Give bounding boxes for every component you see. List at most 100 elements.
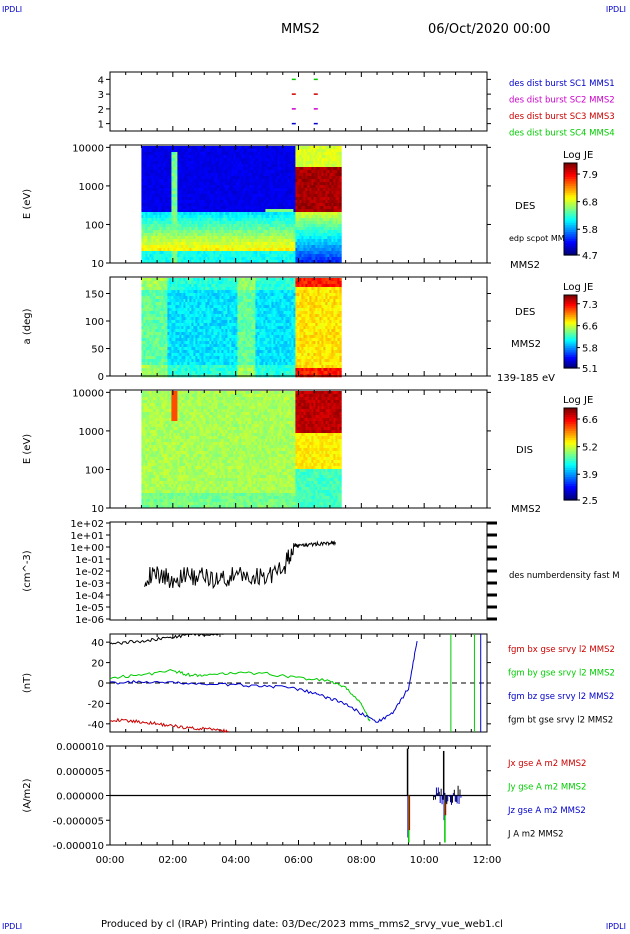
colorbar-1-cell: [564, 227, 577, 231]
panel-4-ytick-label: 1e+01: [70, 531, 104, 542]
colorbar-3-cell: [564, 497, 577, 501]
panel-0-ytick-label: 3: [98, 90, 104, 101]
colorbar-1-cell: [564, 238, 577, 242]
colorbar-2-cell: [564, 331, 577, 334]
colorbar-2-tick-label: 6.6: [582, 322, 598, 333]
colorbar-1-cell: [564, 225, 577, 228]
colorbar-3-tick-label: 2.5: [582, 496, 598, 507]
colorbar-3-cell: [564, 463, 577, 467]
colorbar-2-cell: [564, 364, 577, 367]
fgm-legend-entry: fgm bt gse srvy l2 MMS2: [508, 716, 613, 726]
x-tick-label: 10:00: [410, 855, 439, 866]
burst-legend-entry: des dist burst SC4 MMS4: [509, 129, 615, 139]
burst-legend-entry: des dist burst SC1 MMS1: [509, 79, 615, 89]
colorbar-2-cell: [564, 333, 577, 336]
panel-3-heatmap: [141, 391, 342, 509]
fgm-series-2: [109, 641, 418, 723]
panel-2-heatmap: [141, 278, 342, 378]
panel-6-ytick-label: 0.000010: [56, 742, 104, 753]
colorbar-1-cell: [564, 165, 577, 169]
colorbar-3-cell: [564, 493, 577, 496]
colorbar-1-cell: [564, 186, 577, 189]
colorbar-3-cell: [564, 458, 577, 462]
colorbar-1-cell: [564, 229, 577, 233]
panel-6-ytick-label: -0.000010: [53, 841, 104, 852]
colorbar-3-cell: [564, 424, 577, 427]
x-tick-label: 12:00: [473, 855, 502, 866]
colorbar-1-cell: [564, 209, 577, 212]
colorbar-2-cell: [564, 298, 577, 302]
colorbar-2-cell: [564, 338, 577, 342]
panel-1-side-label2: edp scpot MMS2: [509, 234, 575, 243]
colorbar-3-cell: [564, 474, 577, 478]
colorbar-3-cell: [564, 488, 577, 492]
colorbar-2-cell: [564, 351, 577, 354]
colorbar-3-frame: [563, 407, 578, 501]
panel-1-heatmap: [141, 146, 342, 264]
colorbar-2-cell: [564, 313, 577, 316]
colorbar-1-cell: [564, 197, 577, 201]
colorbar-1-cell: [564, 188, 577, 192]
colorbar-2-cell: [564, 342, 577, 345]
panel-6-ytick-label: -0.000005: [53, 816, 104, 827]
colorbar-2-cell: [564, 362, 577, 365]
burst-legend-entry: des dist burst SC3 MMS3: [509, 112, 615, 122]
panel-2-side-label2: MMS2: [511, 339, 541, 350]
colorbar-2-tick-label: 5.1: [582, 364, 598, 375]
panel-5-ytick-label: -40: [88, 720, 104, 731]
colorbar-1-cell: [564, 183, 577, 187]
colorbar-2-cell: [564, 360, 577, 364]
page-datetime: 06/Oct/2020 00:00: [428, 22, 551, 37]
panel-5-ytick-label: 0: [98, 679, 104, 690]
colorbar-1-tick-label: 4.7: [582, 251, 598, 262]
burst-legend-entry: des dist burst SC2 MMS2: [509, 96, 615, 106]
colorbar-1-cell: [564, 232, 577, 235]
panel-4-ytick-label: 1e-02: [75, 567, 104, 578]
colorbar-3-cell: [564, 465, 577, 469]
fgm-series-3: [109, 633, 225, 645]
colorbar-1-cell: [564, 176, 577, 180]
fgm-legend-entry: fgm bz gse srvy l2 MMS2: [508, 692, 614, 702]
colorbar-2-cell: [564, 318, 577, 322]
colorbar-1-cell: [564, 169, 577, 173]
colorbar-2-cell: [564, 357, 577, 360]
density-legend-entry: des numberdensity fast M: [509, 571, 620, 581]
colorbar-3-cell: [564, 477, 577, 480]
colorbar-1-cell: [564, 195, 577, 199]
panel-4-ytick-label: 1e-06: [75, 615, 104, 626]
colorbar-2-cell: [564, 309, 577, 313]
corner-logo-top-left: IPDLI: [2, 5, 23, 14]
colorbar-1-cell: [564, 181, 577, 185]
colorbar-3-cell: [564, 442, 577, 446]
colorbar-1-cell: [564, 174, 577, 178]
panel-2-side-label: DES: [515, 307, 535, 318]
colorbar-2-cell: [564, 295, 577, 298]
panel-1-ylabel: E (eV): [22, 189, 33, 219]
colorbar-3-cell: [564, 472, 577, 476]
panel-1-bottom-label: MMS2: [510, 260, 540, 271]
colorbar-2-cell: [564, 311, 577, 314]
panel-2-ytick-label: 150: [85, 290, 104, 301]
colorbar-1-frame: [563, 162, 578, 256]
panel-1-side-label: DES: [515, 201, 535, 212]
colorbar-3-cell: [564, 419, 577, 423]
x-tick-label: 08:00: [347, 855, 376, 866]
colorbar-2-title: Log JE: [563, 282, 593, 293]
colorbar-2-cell: [564, 324, 577, 327]
colorbar-3-tick-label: 3.9: [582, 470, 598, 481]
colorbar-3-cell: [564, 437, 577, 441]
colorbar-1-cell: [564, 202, 577, 205]
colorbar-2-cell: [564, 336, 577, 340]
colorbar-1-tick-label: 5.8: [582, 225, 598, 236]
colorbar-1-cell: [564, 172, 577, 176]
panel-5-ytick-label: 40: [91, 638, 104, 649]
colorbar-3-cell: [564, 481, 577, 485]
fgm-series-0: [109, 717, 229, 733]
panel-0-ytick-label: 4: [98, 75, 104, 86]
fgm-legend-entry: fgm bx gse srvy l2 MMS2: [508, 645, 615, 655]
colorbar-1-cell: [564, 234, 577, 238]
colorbar-1-cell: [564, 252, 577, 256]
panel-1-ytick-label: 10000: [72, 143, 104, 154]
colorbar-1-cell: [564, 236, 577, 240]
colorbar-3-cell: [564, 433, 577, 437]
